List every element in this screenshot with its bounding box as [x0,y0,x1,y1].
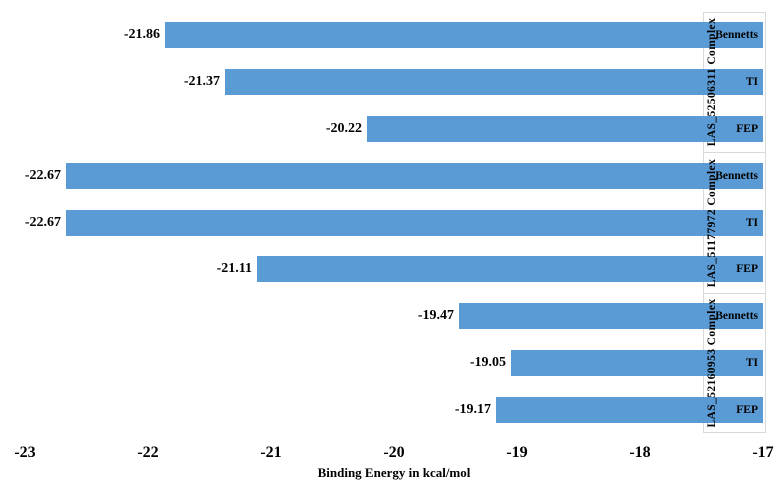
x-tick-label: -19 [506,444,528,461]
bar-bennetts [459,303,763,329]
bar-value-label: -20.22 [325,121,362,136]
bar-ti [225,69,763,95]
bar-fep [257,256,763,282]
method-tick-label: FEP [736,123,758,135]
method-tick-label: TI [745,357,758,369]
method-tick-label: Bennetts [715,170,758,182]
bar-bennetts [165,22,763,48]
bar-value-label: -21.86 [123,27,160,42]
bar-value-label: -22.67 [24,215,61,230]
bar-value-label: -21.11 [216,261,252,276]
bar-value-label: -19.47 [417,308,454,323]
method-tick-label: TI [745,217,758,229]
x-tick-label: -17 [752,444,774,461]
x-tick-label: -18 [629,444,651,461]
method-tick-label: Bennetts [715,310,758,322]
bar-ti [66,210,763,236]
bar-value-label: -21.37 [183,74,220,89]
method-tick-label: Bennetts [715,29,758,41]
bar-fep [367,116,763,142]
method-tick-label: TI [745,76,758,88]
bar-value-label: -19.17 [454,402,491,417]
x-tick-label: -20 [383,444,405,461]
bar-fep [496,397,763,423]
bar-bennetts [66,163,763,189]
bar-ti [511,350,763,376]
x-axis-title: Binding Energy in kcal/mol [317,465,471,480]
x-tick-label: -23 [14,444,36,461]
method-tick-label: FEP [736,263,758,275]
x-tick-label: -22 [137,444,159,461]
method-tick-label: FEP [736,404,758,416]
x-tick-label: -21 [260,444,282,461]
group-separator-line [703,293,766,294]
bar-value-label: -22.67 [24,168,61,183]
group-separator-line [703,152,766,153]
bar-value-label: -19.05 [469,355,506,370]
